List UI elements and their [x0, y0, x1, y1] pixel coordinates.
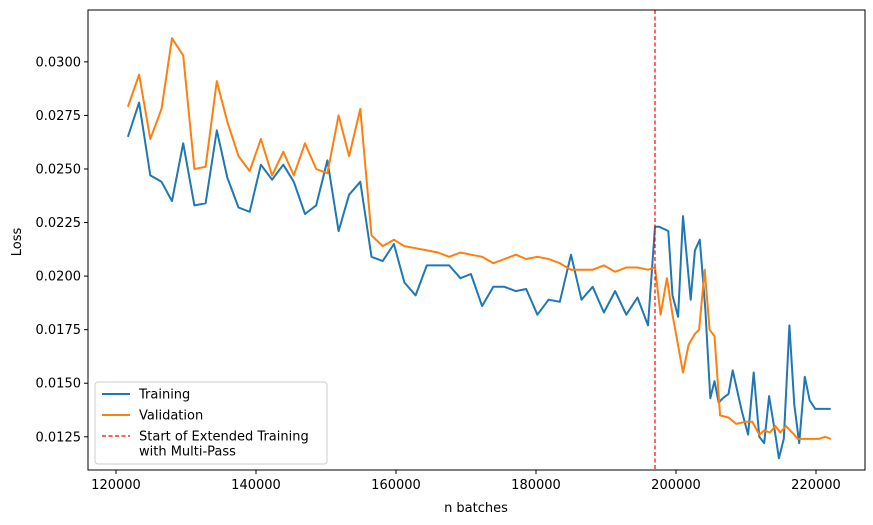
x-tick-label: 220000 [791, 478, 841, 493]
y-tick-label: 0.0250 [36, 162, 82, 177]
x-axis-label: n batches [444, 501, 508, 516]
legend-box [94, 381, 328, 465]
y-axis: 0.0125 0.0150 0.0175 0.0200 0.0225 0.0250 0.02… [36, 55, 88, 445]
series-line-training [126, 101, 831, 460]
x-tick-label: 160000 [371, 478, 421, 493]
legend-label: Training [138, 388, 190, 403]
legend: Training Validation Start of Extended Trai… [94, 381, 328, 465]
y-tick-label: 0.0300 [36, 55, 82, 70]
x-tick-label: 180000 [511, 478, 561, 493]
y-tick-label: 0.0175 [36, 323, 82, 338]
legend-label: Validation [139, 409, 203, 424]
y-tick-label: 0.0275 [36, 109, 82, 124]
plot-frame [87, 9, 866, 471]
x-tick-label: 200000 [651, 478, 701, 493]
y-tick-label: 0.0225 [36, 216, 82, 231]
y-tick-label: 0.0200 [36, 270, 82, 285]
y-tick-label: 0.0150 [36, 377, 82, 392]
legend-label: Start of Extended Training [139, 430, 309, 445]
series-line-validation [126, 37, 832, 440]
x-tick-label: 140000 [231, 478, 281, 493]
x-tick-label: 120000 [91, 478, 141, 493]
y-tick-label: 0.0125 [36, 430, 82, 445]
legend-label: with Multi-Pass [139, 445, 236, 460]
x-axis: 120000 140000 160000 180000 200000 220000 [91, 470, 841, 493]
y-axis-label: Loss [10, 228, 25, 257]
plot-area [87, 9, 866, 471]
